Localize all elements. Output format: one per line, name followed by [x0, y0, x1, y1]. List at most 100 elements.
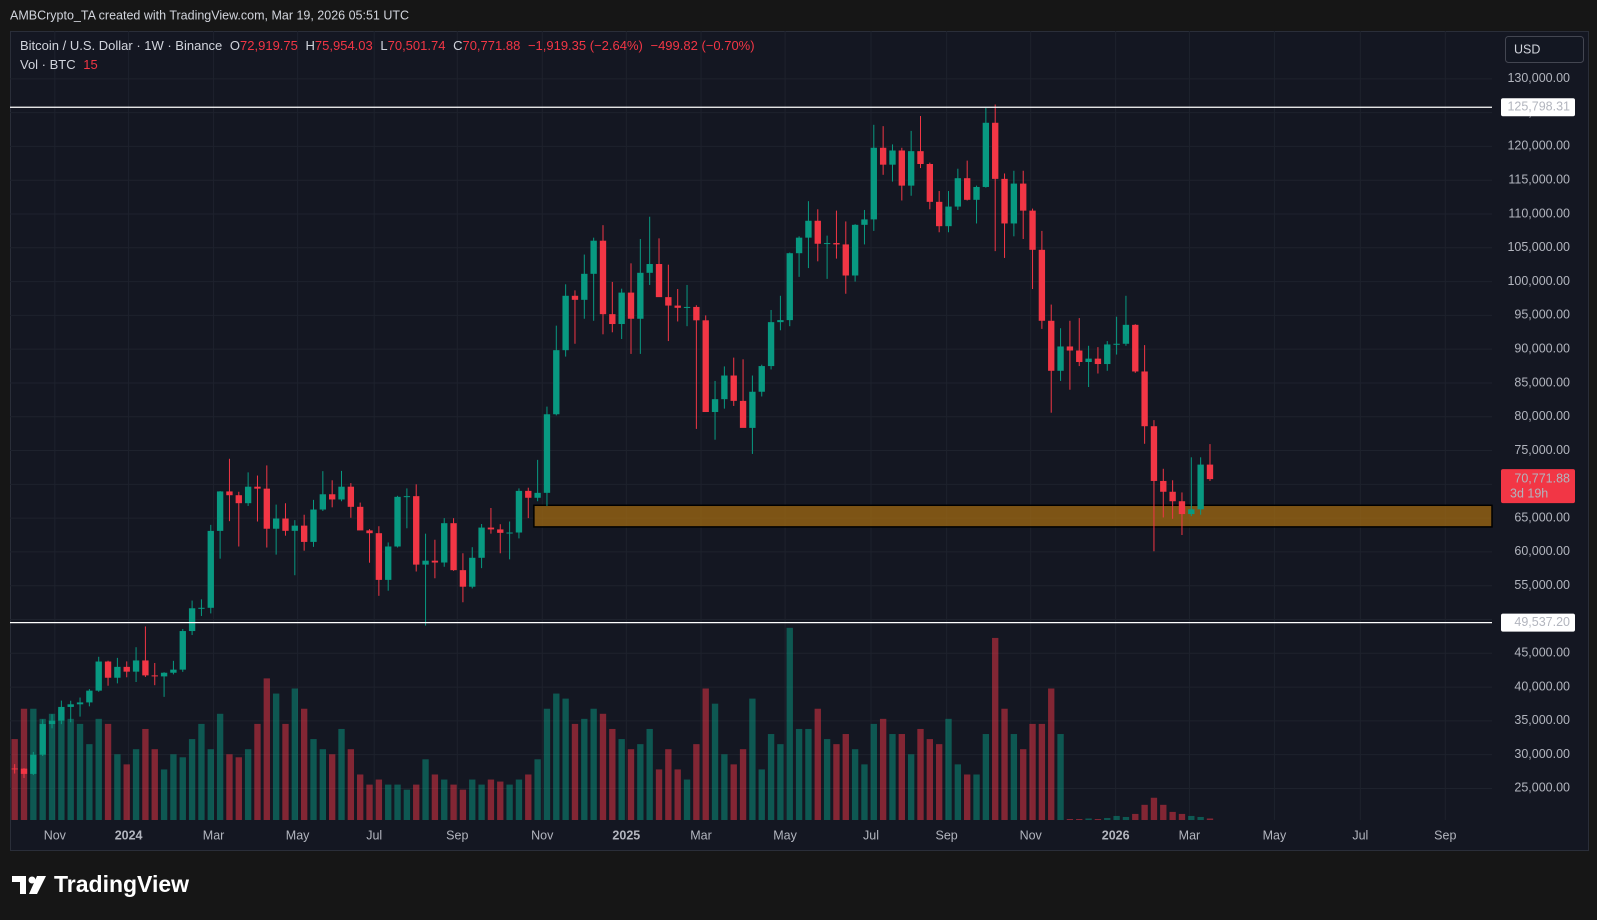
volume-bar	[1169, 811, 1176, 820]
volume-bar	[721, 754, 728, 820]
volume-bar	[1188, 815, 1195, 820]
candle-body	[198, 607, 205, 609]
candle-body	[674, 305, 681, 308]
volume-bar	[683, 779, 691, 820]
volume-bar	[571, 723, 579, 820]
y-tick-label: 110,000.00	[1508, 206, 1570, 220]
candle-body	[1104, 344, 1111, 365]
volume-bar	[375, 779, 383, 820]
volume-bar	[1160, 804, 1167, 820]
change: −1,919.35 (−2.64%)	[528, 38, 643, 53]
x-tick-label: Mar	[690, 828, 712, 842]
volume-bar	[879, 718, 887, 820]
candle-body	[1169, 491, 1176, 502]
volume-bar	[226, 754, 233, 820]
volume-bar	[861, 764, 868, 820]
open-value: 72,919.75	[240, 38, 298, 53]
candle-body	[833, 243, 840, 245]
logo-mark	[12, 876, 26, 894]
candle-body	[553, 350, 560, 415]
candle-body	[226, 491, 233, 496]
overlay-layer: 25,000.00 30,000.00 35,000.00 40,000.00 45,0…	[10, 71, 1575, 842]
candle-body	[777, 320, 784, 323]
volume-bar	[935, 744, 943, 820]
volume-bar	[964, 774, 971, 820]
y-tick-label: 55,000.00	[1514, 578, 1570, 592]
high-label: H	[306, 38, 315, 53]
volume-value: 15	[83, 57, 97, 72]
volume-bar	[1178, 813, 1186, 820]
y-tick-label: 105,000.00	[1507, 240, 1570, 254]
legend-row: Bitcoin / U.S. Dollar · 1W · Binance O72…	[20, 38, 755, 53]
volume-bar	[357, 774, 364, 820]
currency-button[interactable]	[1505, 36, 1584, 63]
candle-body	[898, 150, 905, 186]
candle-body	[132, 660, 140, 672]
candle-body	[1038, 249, 1046, 321]
candle-body	[441, 523, 448, 563]
candle-body	[394, 496, 401, 547]
candle-body	[581, 273, 588, 300]
volume-bar	[786, 627, 793, 820]
candle-body	[39, 724, 46, 755]
volume-bar	[198, 723, 205, 820]
candle-body	[188, 608, 196, 632]
volume-bar	[487, 779, 495, 820]
candle-body	[104, 661, 112, 678]
volume-bar	[58, 708, 65, 820]
candle-body	[300, 525, 308, 542]
candle-body	[1010, 183, 1018, 224]
volume-bar	[86, 744, 93, 820]
candle-body	[982, 122, 990, 187]
y-tick-label: 100,000.00	[1507, 274, 1570, 288]
y-tick-label: 90,000.00	[1514, 341, 1570, 355]
volume-bar	[95, 718, 102, 820]
x-tick-label: May	[773, 828, 797, 842]
volume-bar	[767, 734, 775, 820]
candle-body	[571, 295, 579, 300]
volume-bar	[1066, 818, 1074, 820]
x-tick-label: Sep	[936, 828, 958, 842]
volume-bar	[758, 769, 765, 820]
open-label: O	[230, 38, 240, 53]
x-tick-label: Jul	[1352, 828, 1368, 842]
volume-bar	[618, 739, 625, 820]
candle-body	[160, 672, 168, 677]
volume-bar	[1113, 815, 1120, 820]
candle-body	[879, 147, 887, 165]
candle-body	[1048, 320, 1055, 371]
candle-body	[683, 306, 691, 308]
candle-body	[366, 530, 373, 534]
candle-body	[1150, 426, 1158, 481]
volume-bar	[216, 713, 224, 820]
volume-bar	[665, 749, 672, 820]
candle-body	[469, 557, 476, 587]
volume-bar	[992, 637, 999, 820]
volume-bar	[76, 723, 84, 820]
candle-body	[338, 486, 345, 500]
volume-bar	[777, 744, 784, 820]
candle-body	[1206, 464, 1214, 480]
candle-body	[114, 666, 121, 678]
volume-bar	[459, 789, 467, 820]
candle-layer	[11, 104, 1214, 778]
volume-bar	[188, 739, 196, 820]
candle-body	[235, 495, 242, 504]
volume-bar	[497, 781, 504, 820]
candle-body	[86, 690, 93, 703]
countdown: 3d 19h	[1510, 486, 1548, 500]
volume-bar	[282, 723, 289, 820]
candle-body	[749, 391, 756, 428]
volume-bar	[1057, 734, 1064, 820]
candle-body	[907, 151, 915, 186]
volume-bar	[851, 749, 859, 820]
currency[interactable]: USD	[1514, 42, 1540, 56]
volume-bar	[1076, 818, 1083, 820]
candle-body	[1113, 343, 1120, 345]
candle-body	[1066, 346, 1074, 351]
volume-bar	[114, 754, 121, 820]
candle-body	[730, 375, 737, 401]
close-label: C	[453, 38, 462, 53]
candle-body	[357, 506, 364, 531]
volume-bar	[581, 718, 588, 820]
